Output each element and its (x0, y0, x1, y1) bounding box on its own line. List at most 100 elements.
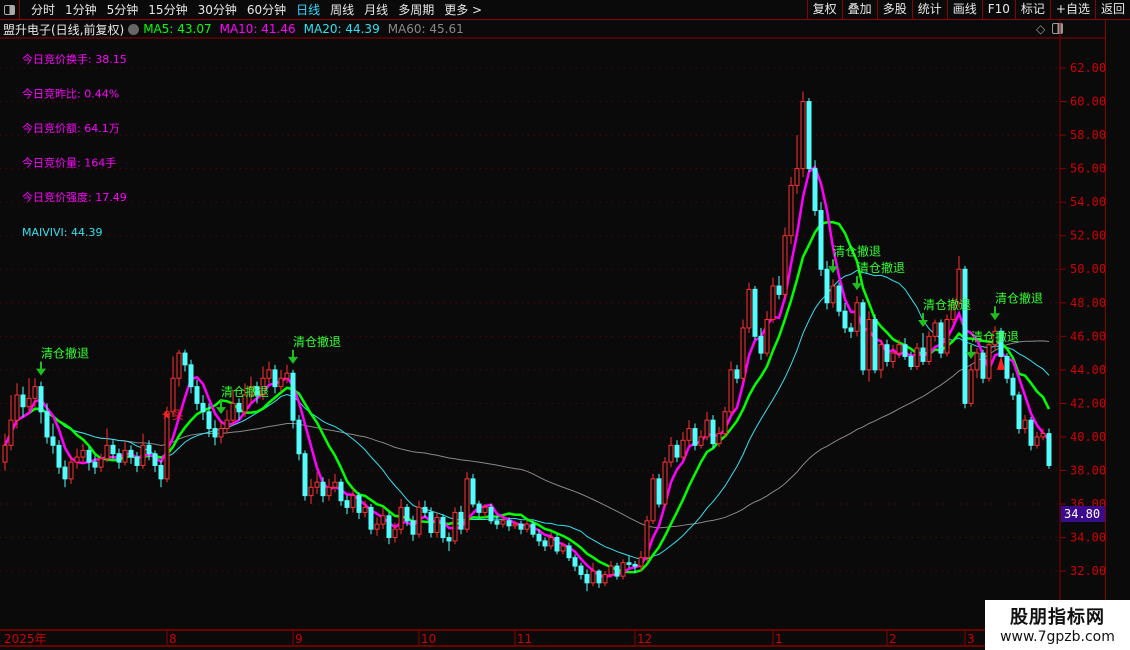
candle-body (656, 478, 662, 505)
candle-body (56, 444, 62, 468)
tab-6[interactable]: 日线 (296, 3, 321, 17)
side-panel (1105, 20, 1130, 630)
candle-body (566, 545, 572, 559)
candle-body (176, 352, 182, 379)
tab-3[interactable]: 15分钟 (148, 3, 188, 17)
tab-2[interactable]: 5分钟 (106, 3, 139, 17)
toolbar-button-0[interactable]: 复权 (806, 0, 842, 19)
candle-body (86, 449, 92, 463)
candle-body (968, 369, 974, 404)
candle-body (764, 319, 770, 354)
tab-0[interactable]: 分时 (31, 3, 56, 17)
candle (86, 447, 92, 471)
toolbar-button-6[interactable]: 标记 (1014, 0, 1050, 19)
candle-body (974, 352, 980, 371)
candle-body (902, 344, 908, 357)
candle-body (350, 495, 356, 508)
candle (590, 562, 596, 587)
candle-body (896, 344, 902, 354)
candle-body (1004, 355, 1010, 379)
candle (884, 339, 890, 367)
top-toolbar: 分时 1分钟 5分钟 15分钟 30分钟 60分钟 日线 周线 月线 多周期 更多 > 复权 叠加 多股… (0, 0, 1130, 20)
candle (662, 457, 668, 508)
candle (320, 477, 326, 503)
candle-body (296, 419, 302, 455)
candle (824, 260, 830, 310)
candle-body (1010, 377, 1016, 396)
candle (218, 420, 224, 444)
tab-9[interactable]: 多周期 (398, 3, 435, 17)
candle-body (536, 533, 542, 542)
candle-body (644, 520, 650, 559)
candle-body (290, 372, 296, 421)
candle-body (182, 352, 188, 366)
candle-body (992, 330, 998, 346)
candle (512, 520, 518, 530)
current-price-tag: 34.80 (1064, 507, 1100, 521)
y-tick-label: 46.00 (1070, 329, 1106, 343)
candle (758, 327, 764, 360)
toolbar-button-8[interactable]: 返回 (1094, 0, 1130, 19)
toolbar-button-5[interactable]: F10 (981, 0, 1015, 19)
candle-body (416, 506, 422, 535)
candle-body (638, 557, 644, 567)
candle-body (698, 436, 704, 446)
candle (614, 562, 620, 580)
candle-body (704, 419, 710, 438)
candle-body (770, 285, 776, 321)
y-tick-label: 44.00 (1070, 363, 1106, 377)
candle (212, 420, 218, 446)
toolbar-button-7[interactable]: +自选 (1049, 0, 1095, 19)
tab-1[interactable]: 1分钟 (65, 3, 97, 17)
candle (944, 314, 950, 357)
toolbar-button-1[interactable]: 叠加 (841, 0, 877, 19)
candle (488, 504, 494, 525)
panel-toggle-icon[interactable] (1052, 23, 1063, 34)
candle (524, 520, 530, 533)
candle-body (362, 506, 368, 513)
candle (44, 403, 50, 444)
candle-body (380, 515, 386, 525)
candle (464, 472, 470, 533)
signal-label: 清仓撤退 (995, 290, 1043, 305)
candle (782, 227, 788, 300)
candle-body (254, 386, 260, 396)
y-tick-label: 38.00 (1070, 463, 1106, 477)
candle-body (866, 319, 872, 371)
candle-body (1028, 419, 1034, 446)
candle-body (326, 486, 332, 497)
x-tick-label: 10 (421, 632, 436, 646)
tab-8[interactable]: 月线 (364, 3, 389, 17)
tab-10[interactable]: 更多 > (444, 3, 483, 17)
chevron-down-icon[interactable] (128, 23, 140, 35)
y-tick-label: 58.00 (1070, 128, 1106, 142)
candle-body (80, 449, 86, 458)
tab-5[interactable]: 60分钟 (246, 3, 287, 17)
candle (866, 311, 872, 382)
candle (440, 514, 446, 543)
candle (290, 369, 296, 429)
ma60-line (4, 340, 1050, 529)
diamond-icon[interactable]: ◇ (1036, 22, 1046, 36)
candle (770, 277, 776, 323)
down-arrow-icon (852, 283, 862, 291)
candle (68, 455, 74, 484)
candle-body (890, 352, 896, 362)
candle-body (470, 478, 476, 505)
toolbar-button-2[interactable]: 多股 (876, 0, 912, 19)
candle (698, 430, 704, 449)
candle-body (500, 520, 506, 525)
watermark-url: www.7gpzb.com (1000, 629, 1115, 645)
candle (794, 135, 800, 194)
toolbar-button-4[interactable]: 画线 (946, 0, 982, 19)
toolbar-button-3[interactable]: 统计 (911, 0, 947, 19)
tab-7[interactable]: 周线 (330, 3, 355, 17)
layout-toggle-icon[interactable] (0, 0, 20, 19)
candle (398, 498, 404, 535)
candle-body (20, 394, 26, 408)
candle (932, 319, 938, 342)
tab-4[interactable]: 30分钟 (197, 3, 237, 17)
signal-label: 清仓撤退 (857, 260, 905, 275)
candle-body (1022, 419, 1028, 430)
